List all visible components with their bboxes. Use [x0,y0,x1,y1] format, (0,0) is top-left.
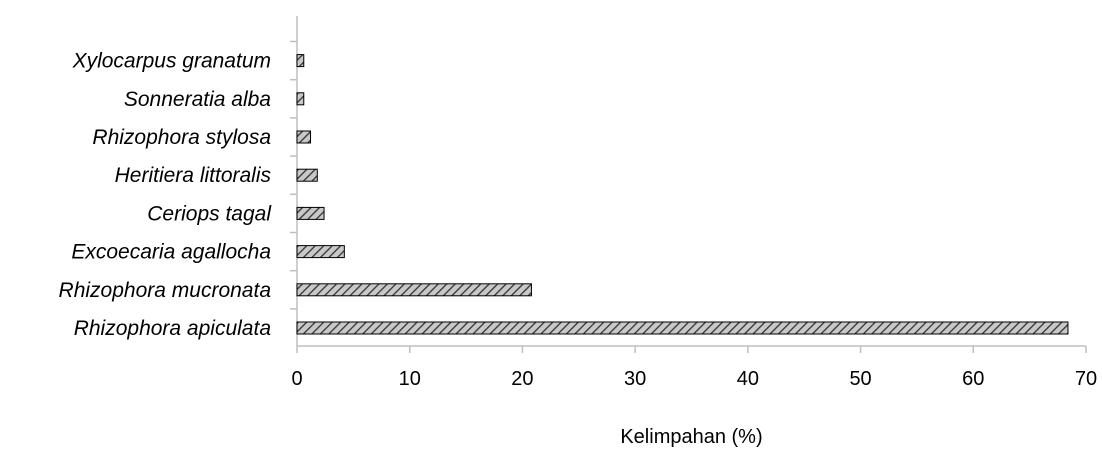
x-tick-label: 50 [849,368,871,390]
category-label: Sonneratia alba [124,88,271,111]
category-label: Rhizophora mucronata [59,279,271,302]
bar [296,168,318,182]
bar [296,130,312,144]
x-tick-label: 70 [1075,368,1097,390]
x-tick-label: 60 [962,368,984,390]
plot-area: 0 10 20 30 40 50 60 70 Rhizophora apiculata Rhizo… [59,16,1097,390]
x-axis-title: Kelimpahan (%) [620,426,762,448]
category-label: Rhizophora stylosa [92,126,271,149]
x-tick-label: 0 [291,368,302,390]
bar [296,54,305,68]
bar [296,92,305,106]
x-tick-label: 10 [399,368,421,390]
category-label: Rhizophora apiculata [74,317,271,340]
x-tick-label: 30 [624,368,646,390]
bar [296,283,532,297]
category-label: Ceriops tagal [147,202,272,225]
category-label: Excoecaria agallocha [71,241,271,264]
x-tick-label: 20 [511,368,533,390]
x-tick-label: 40 [737,368,759,390]
bar [296,206,325,220]
bar [296,245,345,259]
bar [296,321,1069,335]
category-label: Heritiera littoralis [115,164,272,187]
category-label: Xylocarpus granatum [72,50,271,73]
